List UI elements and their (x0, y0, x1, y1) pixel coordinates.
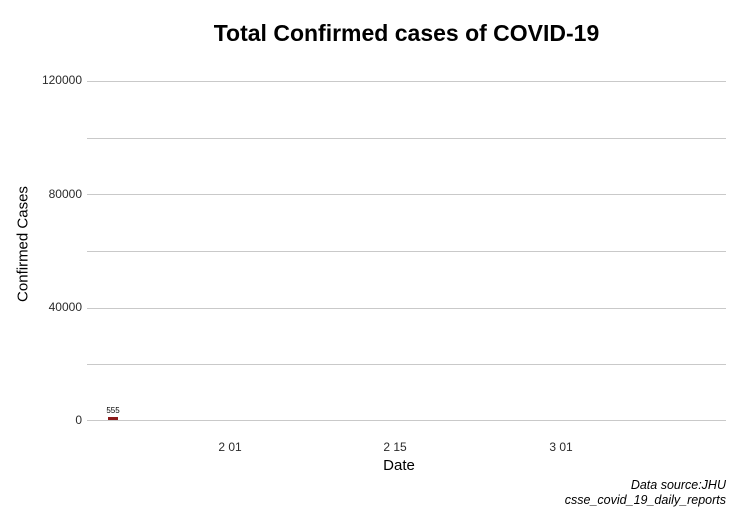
y-tick-label-80000: 80000 (48, 187, 82, 201)
gridline-0 (87, 420, 726, 421)
data-source-caption: Data source:JHU csse_covid_19_daily_repo… (565, 478, 726, 507)
y-axis-title: Confirmed Cases (14, 186, 32, 302)
data-source-caption-line1: Data source:JHU (630, 478, 726, 492)
gridline-80000 (87, 194, 726, 195)
x-axis-title: Date (383, 457, 415, 474)
gridline-20000 (87, 364, 726, 365)
data-source-caption-line2: csse_covid_19_daily_reports (564, 492, 726, 507)
gridline-40000 (87, 308, 726, 309)
gridline-100000 (87, 138, 726, 139)
x-tick-label-mar01: 3 01 (549, 440, 573, 454)
confirmed-cases-bar (108, 417, 118, 420)
bar-value-label: 555 (106, 406, 120, 415)
plot-area: 555 (87, 81, 726, 421)
y-tick-label-40000: 40000 (48, 300, 82, 314)
x-tick-label-feb01: 2 01 (218, 440, 242, 454)
chart-title: Total Confirmed cases of COVID-19 (213, 20, 600, 46)
x-tick-label-feb15: 2 15 (383, 440, 407, 454)
y-tick-label-120000: 120000 (41, 73, 82, 87)
gridline-60000 (87, 251, 726, 252)
gridline-120000 (87, 81, 726, 82)
y-tick-label-0: 0 (75, 413, 82, 427)
